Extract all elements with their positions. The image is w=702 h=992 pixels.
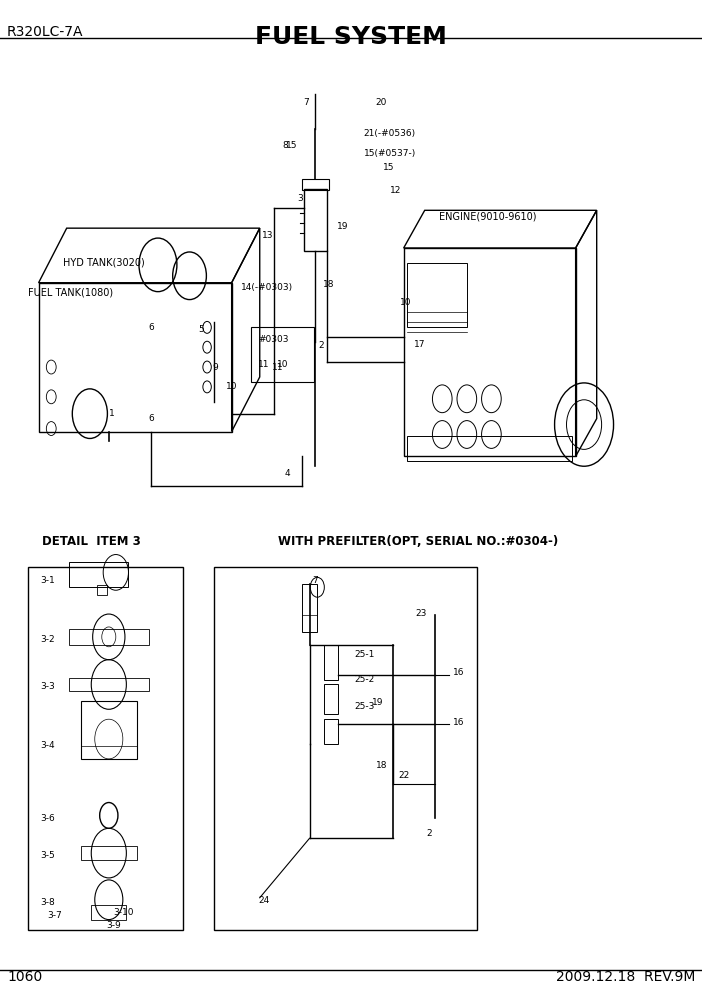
Bar [324, 719, 338, 744]
Text: 16: 16 [453, 717, 464, 727]
Text: ENGINE(9010-9610): ENGINE(9010-9610) [439, 211, 536, 221]
Text: R320LC-7A: R320LC-7A [7, 25, 84, 39]
Text: HYD TANK(3020): HYD TANK(3020) [63, 258, 145, 268]
Text: 16: 16 [453, 668, 464, 678]
Text: 19: 19 [337, 221, 348, 231]
Text: 13: 13 [262, 230, 273, 240]
Bar [214, 567, 477, 930]
Bar [324, 645, 338, 680]
Text: 18: 18 [323, 280, 334, 290]
Text: 19: 19 [372, 697, 383, 707]
Text: 20: 20 [376, 97, 387, 107]
Text: 9: 9 [213, 362, 218, 372]
Bar [69, 562, 128, 587]
Text: 2009.12.18  REV.9M: 2009.12.18 REV.9M [555, 970, 695, 984]
Text: 10: 10 [277, 360, 289, 369]
Text: 3-7: 3-7 [48, 911, 62, 921]
Text: 3-3: 3-3 [40, 682, 55, 691]
Text: 17: 17 [414, 339, 425, 349]
Text: 2: 2 [318, 340, 324, 350]
Text: 18: 18 [376, 761, 387, 771]
Bar [81, 846, 137, 860]
Bar [97, 585, 107, 595]
Text: 1060: 1060 [7, 970, 42, 984]
Text: 4: 4 [284, 468, 290, 478]
Text: 24: 24 [258, 896, 270, 906]
Text: 11: 11 [258, 360, 270, 369]
Text: 3-4: 3-4 [40, 741, 55, 751]
Text: 15(#0537-): 15(#0537-) [364, 149, 416, 159]
Text: 3-8: 3-8 [40, 898, 55, 908]
Text: 7: 7 [303, 97, 309, 107]
Text: FUEL SYSTEM: FUEL SYSTEM [255, 25, 447, 49]
Text: 11: 11 [272, 362, 284, 372]
Text: 6: 6 [149, 414, 154, 424]
Text: 3: 3 [297, 193, 303, 203]
Text: 15: 15 [286, 141, 298, 151]
Bar [28, 567, 183, 930]
Bar [251, 327, 314, 382]
Text: 23: 23 [416, 608, 427, 618]
Bar [302, 179, 329, 190]
Text: 12: 12 [390, 186, 401, 195]
Text: 14(-#0303): 14(-#0303) [241, 283, 293, 293]
Text: 3-9: 3-9 [107, 921, 121, 930]
Bar [407, 436, 572, 461]
Text: 8: 8 [282, 141, 288, 151]
Text: 3-1: 3-1 [40, 575, 55, 585]
Bar [69, 678, 149, 691]
Text: 6: 6 [149, 322, 154, 332]
Text: 3-10: 3-10 [114, 908, 134, 918]
Text: 10: 10 [400, 298, 411, 308]
Text: 21(-#0536): 21(-#0536) [364, 129, 416, 139]
Text: 3-2: 3-2 [40, 635, 55, 645]
Text: FUEL TANK(1080): FUEL TANK(1080) [28, 288, 113, 298]
Text: 25-2: 25-2 [355, 675, 375, 684]
Text: 7: 7 [312, 575, 318, 585]
Text: 10: 10 [226, 382, 237, 392]
Bar [304, 189, 327, 251]
Bar [69, 629, 149, 645]
Bar [81, 701, 137, 759]
Bar [302, 584, 317, 632]
Text: WITH PREFILTER(OPT, SERIAL NO.:#0304-): WITH PREFILTER(OPT, SERIAL NO.:#0304-) [277, 535, 558, 548]
Bar [324, 684, 338, 714]
Text: 22: 22 [399, 771, 410, 781]
Text: 25-1: 25-1 [355, 650, 375, 660]
Text: 3-6: 3-6 [40, 813, 55, 823]
Bar [407, 263, 467, 327]
Text: DETAIL  ITEM 3: DETAIL ITEM 3 [42, 535, 140, 548]
Text: 25-3: 25-3 [355, 701, 375, 711]
Text: 1: 1 [109, 409, 114, 419]
Text: #0303: #0303 [258, 335, 289, 344]
Bar [91, 905, 126, 920]
Text: 15: 15 [383, 163, 394, 173]
Text: 5: 5 [199, 324, 204, 334]
Text: 3-5: 3-5 [40, 850, 55, 860]
Text: 2: 2 [426, 828, 432, 838]
